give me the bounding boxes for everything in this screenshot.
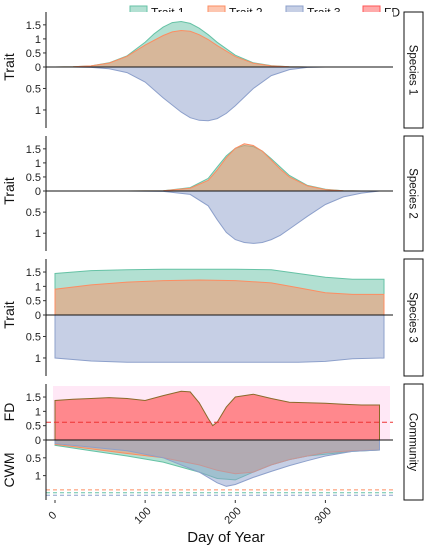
y-tick-label: 1.5	[26, 144, 41, 156]
y-axis-label: Trait	[1, 301, 17, 329]
y-tick-label: 0.5	[26, 48, 41, 60]
y-tick-label: 0	[35, 62, 41, 74]
y-axis-label: FD	[1, 403, 17, 422]
facet-strip-label: Community	[407, 413, 419, 471]
x-tick-label: 300	[313, 505, 334, 526]
x-tick-label: 200	[222, 505, 243, 526]
y-tick-label: 1.5	[26, 20, 41, 32]
y-tick-label: 0.5	[26, 453, 41, 465]
y-tick-label: 0.5	[26, 331, 41, 343]
area-trait-2	[54, 279, 385, 316]
y-tick-label: 0.5	[26, 83, 41, 95]
panels: 0 0.5 1 1.5 0.5 1 Trait Species 1 0 0.5 1 1.5 0.5 1 Tr…	[1, 11, 424, 501]
y-axis-label: Trait	[1, 177, 17, 205]
facet-strip-label: Species 2	[407, 168, 419, 219]
y-tick-label: 0.5	[26, 172, 41, 184]
y-tick-label: 1	[35, 406, 41, 418]
y-tick-label: 1.5	[26, 267, 41, 279]
area-trait-3	[55, 190, 380, 244]
facet-strip-label: Species 3	[407, 292, 419, 343]
y-tick-label: 1	[35, 158, 41, 170]
y-tick-label: 0.5	[26, 296, 41, 308]
facet-strip	[403, 258, 424, 377]
y-tick-label: 0	[35, 435, 41, 447]
x-axis: 0 100 200 300	[46, 500, 334, 527]
panel-3: 0 0.5 1 1.5 0.5 1 Trait Species 3	[1, 258, 424, 377]
x-tick-label: 0	[46, 509, 59, 522]
y-tick-label: 1	[35, 228, 41, 240]
area-trait-3	[54, 314, 385, 363]
y-tick-label: 1	[35, 471, 41, 483]
y-tick-label: 1	[35, 353, 41, 365]
y-tick-label: 1	[35, 281, 41, 293]
y-tick-label: 0.5	[26, 421, 41, 433]
y-tick-label: 1	[35, 34, 41, 46]
area-trait-3	[54, 439, 380, 487]
x-axis-label: Day of Year	[187, 529, 265, 546]
facet-strip	[403, 135, 424, 252]
y-tick-label: 1	[35, 105, 41, 117]
y-axis-label: Trait	[1, 53, 17, 81]
y-tick-label: 0	[35, 310, 41, 322]
y-tick-label: 0.5	[26, 207, 41, 219]
y-tick-label: 1.5	[26, 392, 41, 404]
panel-1: 0 0.5 1 1.5 0.5 1 Trait Species 1	[1, 11, 424, 129]
y-axis-label-bottom: CWM	[1, 453, 17, 488]
facet-strip-label: Species 1	[407, 45, 419, 96]
panel-4: 0 0.5 1 1.5 0.5 1 FD CWM Community	[1, 383, 424, 501]
y-tick-label: 0	[35, 186, 41, 198]
x-tick-label: 100	[132, 505, 153, 526]
area-fd	[54, 390, 380, 441]
facet-strip	[403, 383, 424, 501]
panel-2: 0 0.5 1 1.5 0.5 1 Trait Species 2	[1, 135, 424, 252]
facet-strip	[403, 11, 424, 129]
area-trait-2	[55, 143, 380, 192]
